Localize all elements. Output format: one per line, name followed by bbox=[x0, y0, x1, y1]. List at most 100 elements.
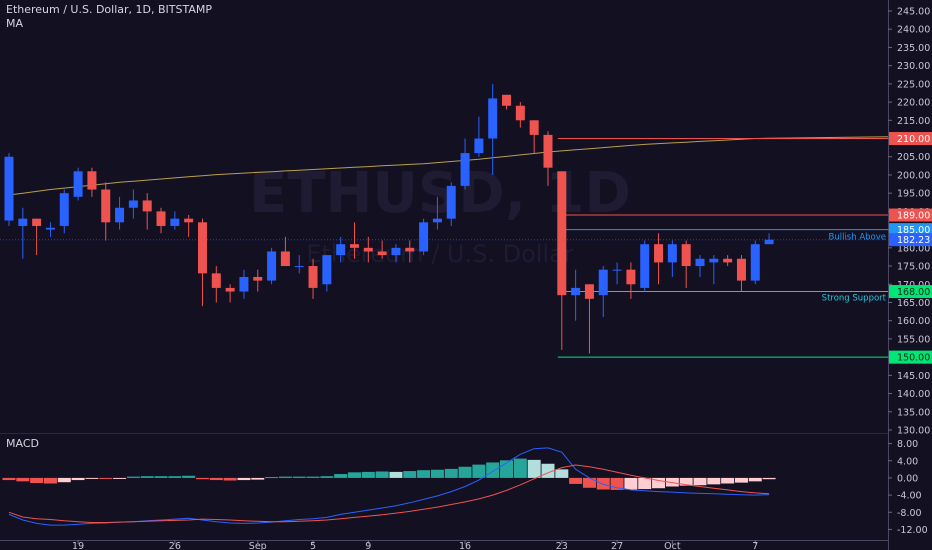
candle bbox=[432, 196, 442, 230]
price-tick-label: 180.00 bbox=[897, 243, 930, 254]
price-tick-label: 225.00 bbox=[897, 79, 930, 90]
level-axis-label: 185.00 bbox=[897, 225, 930, 236]
macd-histogram-bar bbox=[748, 477, 762, 482]
candle-body bbox=[225, 287, 235, 292]
candle bbox=[460, 138, 470, 190]
candle bbox=[654, 233, 664, 285]
candle-body bbox=[73, 171, 83, 197]
time-tick-label: 26 bbox=[169, 541, 181, 550]
macd-histogram-bar bbox=[278, 476, 292, 478]
candle-body bbox=[4, 156, 14, 221]
macd-histogram-bar bbox=[57, 477, 71, 483]
candle-body bbox=[239, 276, 249, 292]
macd-histogram-bar bbox=[569, 477, 583, 484]
price-tick-label: 135.00 bbox=[897, 407, 930, 418]
macd-label: MACD bbox=[6, 437, 39, 450]
indicator-label: MA bbox=[6, 17, 24, 30]
price-tick-label: 165.00 bbox=[897, 298, 930, 309]
macd-histogram-bar bbox=[638, 477, 652, 490]
macd-tick-label: -8.00 bbox=[897, 508, 922, 519]
level-note: Strong Support bbox=[822, 294, 887, 304]
candle-body bbox=[488, 98, 498, 139]
candle-body bbox=[308, 266, 318, 288]
macd-histogram-bar bbox=[182, 475, 196, 478]
candle bbox=[736, 255, 746, 292]
macd-histogram-bar bbox=[486, 462, 500, 478]
macd-histogram-bar bbox=[458, 466, 472, 478]
candle bbox=[750, 240, 760, 285]
candle bbox=[474, 116, 484, 157]
price-tick-label: 160.00 bbox=[897, 316, 930, 327]
candle-body bbox=[750, 244, 760, 281]
macd-histogram-bar bbox=[168, 476, 182, 478]
macd-histogram-bar bbox=[527, 459, 541, 478]
price-tick-label: 205.00 bbox=[897, 152, 930, 163]
candle bbox=[681, 240, 691, 288]
candle bbox=[529, 120, 539, 154]
macd-histogram-bar bbox=[513, 458, 527, 478]
candle bbox=[308, 258, 318, 299]
macd-histogram-bar bbox=[126, 476, 140, 478]
candle-body bbox=[115, 207, 125, 223]
time-tick-label: 5 bbox=[310, 541, 316, 550]
time-tick-label: Sep bbox=[249, 541, 267, 550]
chart-title: Ethereum / U.S. Dollar, 1D, BITSTAMP bbox=[6, 3, 212, 16]
candle bbox=[405, 240, 415, 263]
macd-histogram-bar bbox=[721, 477, 735, 484]
last-price-axis-label-bg bbox=[889, 233, 932, 247]
level-axis-label: 150.00 bbox=[897, 353, 930, 364]
candle-body bbox=[267, 251, 277, 281]
macd-tick-label: -12.00 bbox=[897, 525, 928, 536]
candle bbox=[626, 262, 636, 299]
candle bbox=[515, 102, 525, 128]
candle-body bbox=[45, 227, 55, 230]
candle-body bbox=[543, 134, 553, 168]
candle-body bbox=[18, 218, 28, 226]
candle bbox=[18, 207, 28, 259]
macd-histogram-bar bbox=[99, 477, 113, 479]
candle bbox=[211, 266, 221, 303]
candle bbox=[115, 196, 125, 230]
candle bbox=[73, 167, 83, 201]
time-tick-label: 19 bbox=[72, 541, 84, 550]
watermark-name: Ethereum / U.S. Dollar bbox=[306, 240, 573, 268]
candle bbox=[584, 284, 594, 354]
price-tick-label: 140.00 bbox=[897, 389, 930, 400]
candle-body bbox=[474, 138, 484, 154]
candle-body bbox=[142, 200, 152, 212]
macd-histogram-bar bbox=[403, 471, 417, 478]
candle-body bbox=[377, 251, 387, 256]
candle bbox=[350, 222, 359, 259]
time-tick-label: 7 bbox=[752, 541, 758, 550]
candle bbox=[4, 153, 14, 226]
candle bbox=[197, 218, 207, 307]
level-axis-label-bg bbox=[889, 223, 932, 237]
candle-body bbox=[87, 171, 97, 190]
macd-histogram-bar bbox=[223, 477, 237, 481]
candle-body bbox=[363, 247, 373, 252]
candle bbox=[446, 182, 456, 226]
level-note: Bullish Above bbox=[829, 233, 887, 243]
macd-histogram-bar bbox=[444, 468, 458, 478]
candle-body bbox=[184, 218, 194, 223]
macd-tick-label: 8.00 bbox=[897, 439, 918, 450]
macd-histogram-bar bbox=[85, 477, 99, 479]
level-axis-label: 189.00 bbox=[897, 211, 930, 222]
candle-body bbox=[294, 266, 304, 268]
candle-body bbox=[32, 218, 42, 226]
macd-histogram-bar bbox=[306, 476, 320, 478]
candle bbox=[709, 255, 719, 285]
level-axis-label-bg bbox=[889, 285, 932, 299]
macd-histogram-bar bbox=[2, 477, 16, 481]
candle-body bbox=[723, 258, 733, 263]
candle-body bbox=[584, 284, 594, 299]
candle-body bbox=[419, 222, 429, 252]
macd-histogram-bar bbox=[251, 477, 265, 480]
candle bbox=[253, 269, 263, 292]
candle-body bbox=[405, 247, 415, 252]
candle bbox=[571, 269, 581, 321]
candle-body bbox=[571, 287, 581, 296]
candle-body bbox=[736, 258, 746, 281]
macd-histogram-bar bbox=[596, 477, 610, 490]
